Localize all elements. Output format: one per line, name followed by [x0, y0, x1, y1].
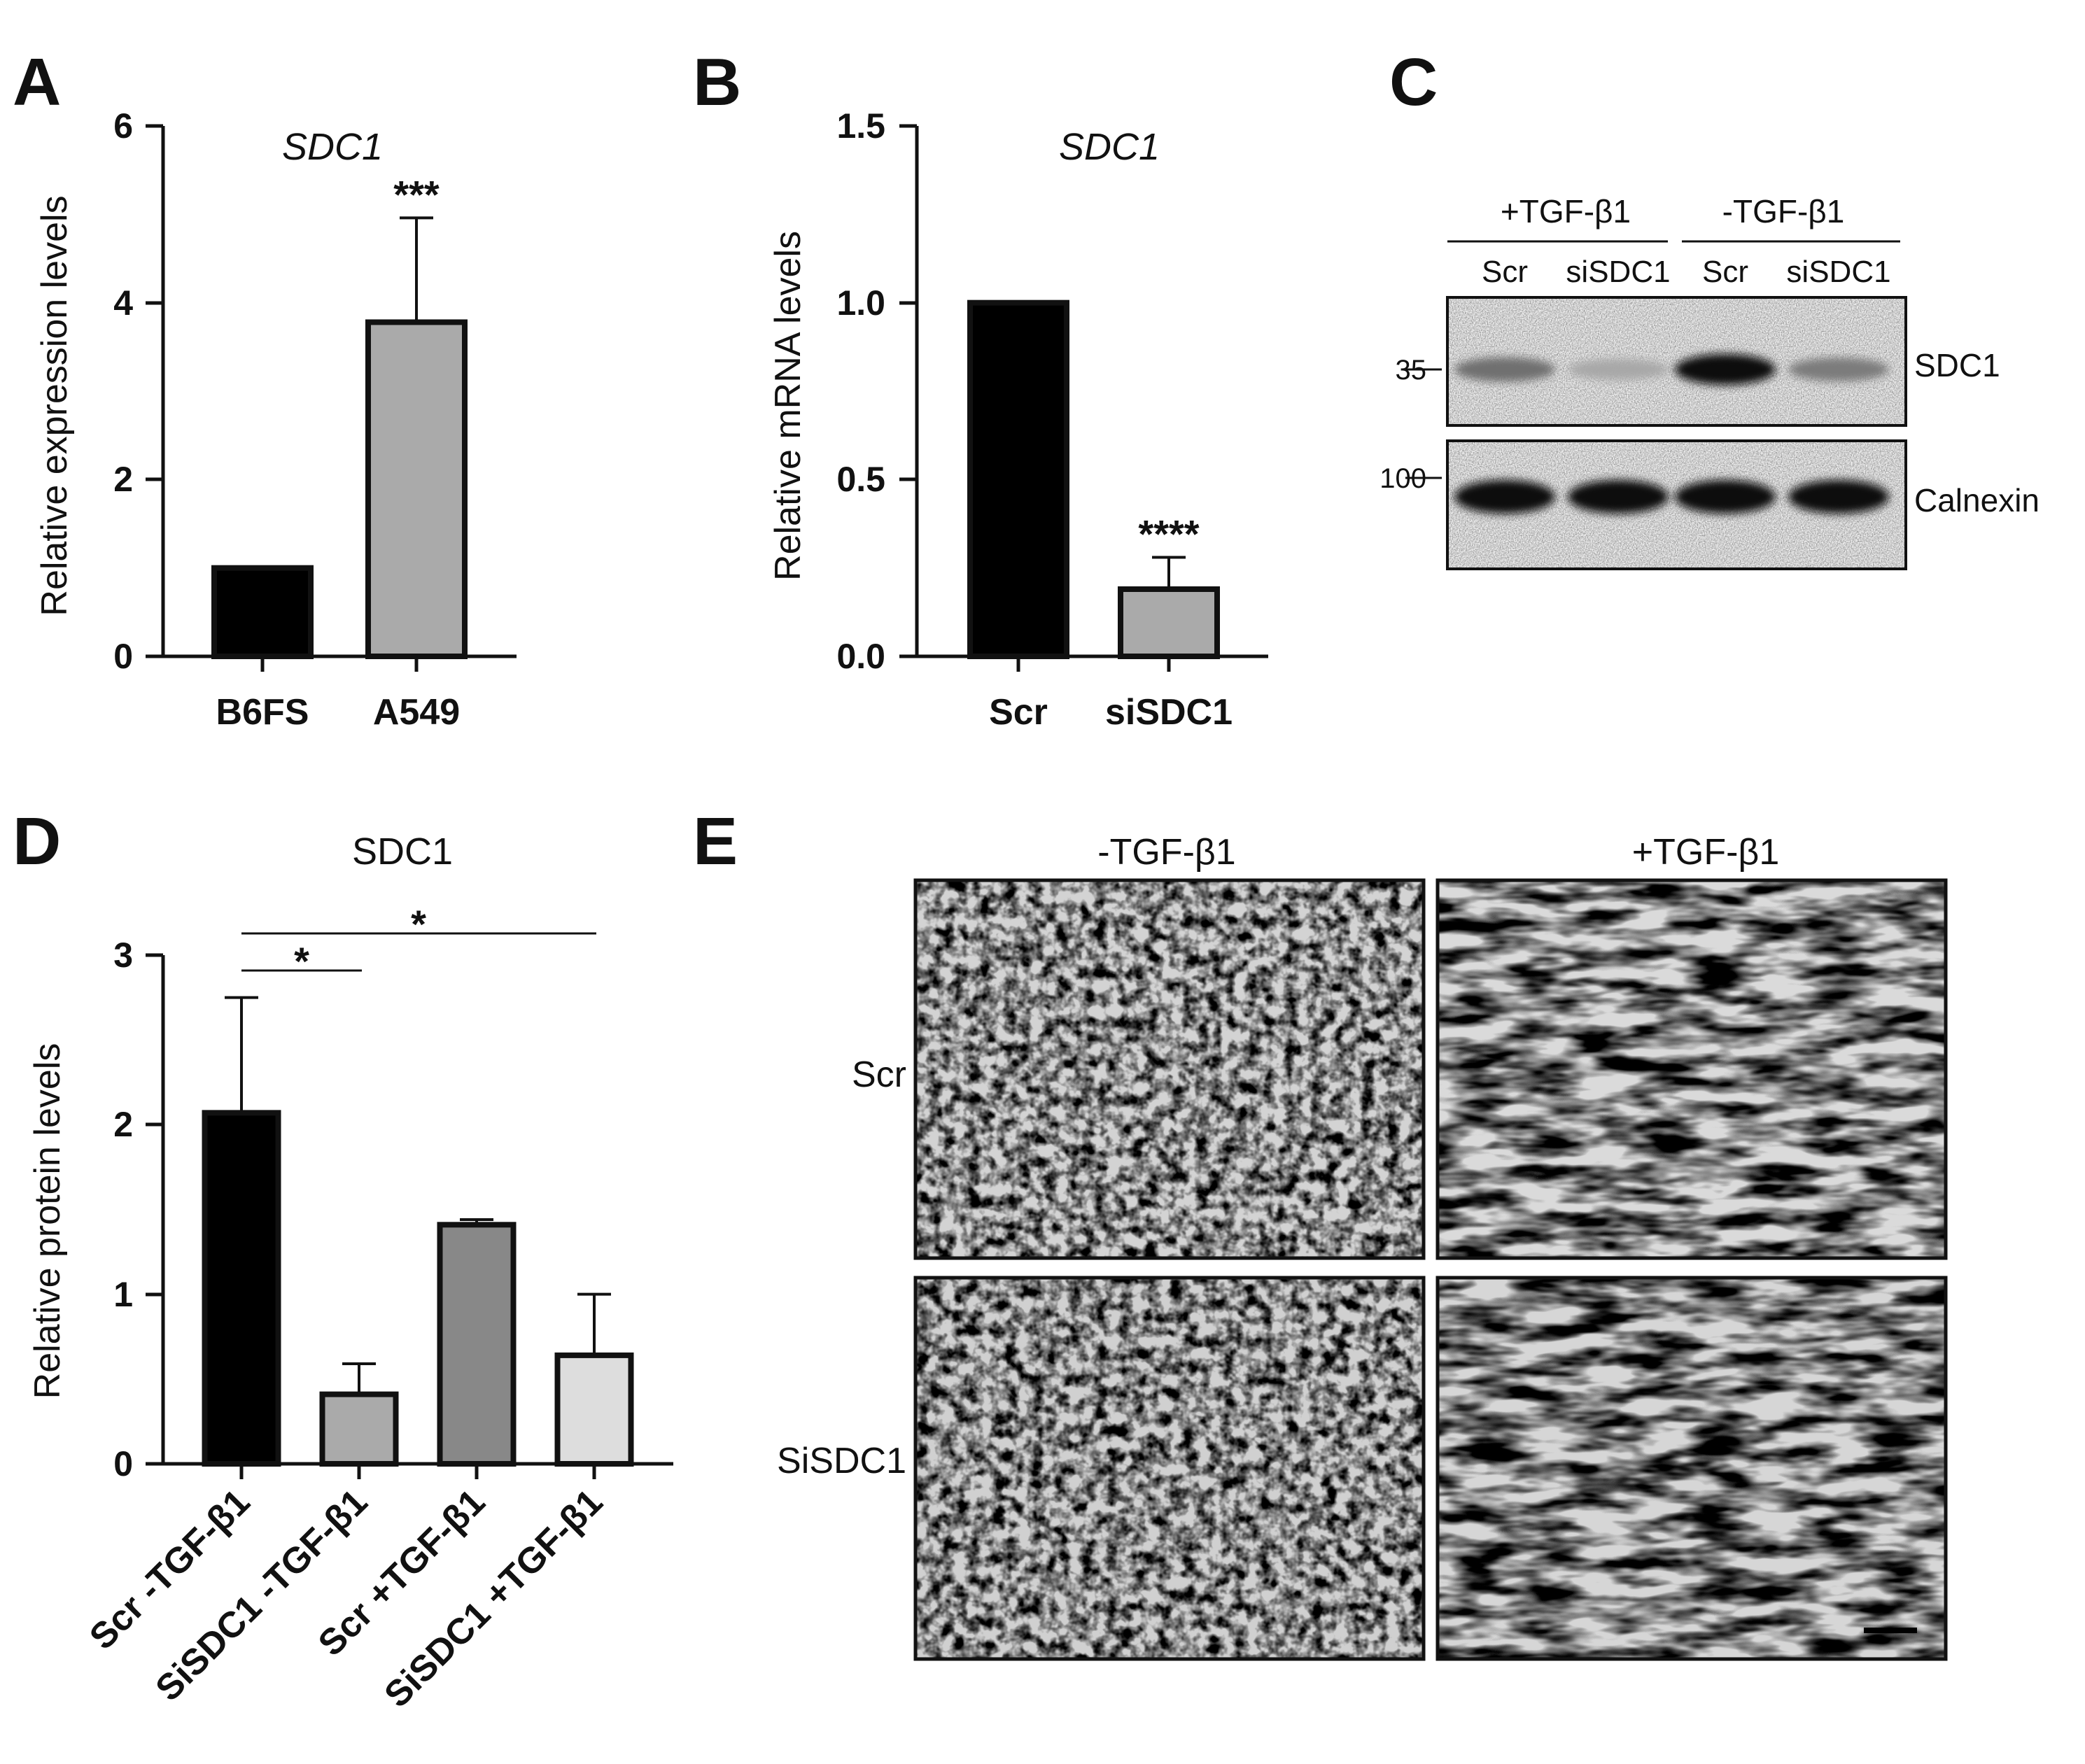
protein-label: SDC1	[1914, 347, 2000, 383]
category-label: Scr	[989, 692, 1048, 733]
treatment-group-label: +TGF-β1	[1501, 193, 1631, 230]
micrograph-sisdc1-minus-tgf	[913, 1276, 1426, 1661]
protein-band	[1788, 480, 1889, 514]
bar-series: ****	[967, 299, 1220, 660]
panel-c: C +TGF-β1 -TGF-β1 Scr siSDC1 Scr siSDC1 …	[1380, 45, 2040, 570]
cell-texture	[1438, 1278, 1946, 1659]
y-tick-label: 3	[113, 936, 133, 975]
treatment-group-label: -TGF-β1	[1722, 193, 1845, 230]
y-axis-label: Relative mRNA levels	[768, 231, 808, 581]
panel-e: E -TGF-β1 +TGF-β1 Scr SiSDC1	[693, 804, 1948, 1661]
protein-band	[1454, 480, 1555, 514]
y-tick-label: 0	[113, 1444, 133, 1483]
row-label: Scr	[852, 1054, 906, 1095]
y-tick-label: 1.5	[836, 106, 885, 146]
panel-a: A SDC1 Relative expression levels 0 2 4 …	[13, 45, 517, 733]
y-tick-label: 4	[113, 283, 133, 323]
y-axis-label: Relative protein levels	[27, 1043, 68, 1399]
protein-band	[1788, 357, 1889, 382]
category-label: B6FS	[216, 692, 309, 733]
panel-d: D SDC1 Relative protein levels 0 1 2 3 S…	[13, 804, 673, 1716]
sdc1-blot-frame	[1446, 296, 1907, 427]
sdc1-bands	[1454, 354, 1889, 385]
bar	[967, 299, 1069, 659]
scale-bar	[1864, 1628, 1917, 1633]
category-label: A549	[373, 692, 460, 733]
y-tick-label: 2	[113, 460, 133, 499]
column-label: -TGF-β1	[1097, 832, 1235, 873]
lane-label: Scr	[1702, 255, 1748, 289]
micrograph-frame	[913, 1276, 1426, 1661]
chart-title: SDC1	[1059, 126, 1160, 168]
bar	[554, 1352, 634, 1467]
lane-label: siSDC1	[1566, 255, 1670, 289]
category-label: siSDC1	[1105, 692, 1233, 733]
significance-marker: *	[294, 939, 309, 983]
y-tick-label: 2	[113, 1105, 133, 1144]
cell-texture	[1438, 880, 1946, 1258]
lane-label: Scr	[1482, 255, 1528, 289]
panel-b: B SDC1 Relative mRNA levels 0.0 0.5 1.0 …	[693, 45, 1268, 733]
bar-series	[202, 996, 634, 1467]
protein-band	[1454, 357, 1555, 382]
bar	[211, 565, 314, 660]
panel-label-c: C	[1389, 45, 1438, 120]
significance-marker: *	[411, 902, 426, 946]
bar	[319, 1391, 399, 1467]
y-ticks: 0 2 4 6	[113, 106, 163, 676]
protein-band	[1675, 480, 1776, 514]
y-tick-label: 1.0	[836, 283, 885, 323]
cell-texture	[915, 880, 1424, 1258]
calnexin-bands	[1454, 480, 1889, 514]
y-axis-label: Relative expression levels	[34, 195, 75, 616]
bar-series: ***	[211, 172, 468, 660]
lane-label: siSDC1	[1786, 255, 1890, 289]
y-tick-label: 1	[113, 1275, 133, 1314]
category-label: SiSDC1 -TGF-β1	[148, 1481, 376, 1709]
micrograph-frame	[913, 878, 1426, 1260]
bar	[365, 319, 468, 659]
column-label: +TGF-β1	[1632, 832, 1780, 873]
protein-band	[1568, 480, 1669, 514]
panel-label-a: A	[13, 45, 61, 120]
bar	[202, 1110, 281, 1467]
protein-label: Calnexin	[1914, 482, 2040, 518]
panel-label-b: B	[693, 45, 741, 120]
panel-label-d: D	[13, 804, 61, 879]
significance-marker: ***	[393, 172, 440, 216]
chart-title: SDC1	[352, 831, 453, 873]
y-tick-label: 6	[113, 106, 133, 146]
calnexin-blot-frame	[1446, 439, 1907, 570]
y-tick-label: 0.0	[836, 637, 885, 676]
bar	[437, 1222, 517, 1467]
y-ticks: 0 1 2 3	[113, 936, 163, 1483]
micrograph-frame	[1435, 1276, 1948, 1661]
y-tick-label: 0	[113, 637, 133, 676]
category-label: SiSDC1 +TGF-β1	[377, 1481, 610, 1715]
y-tick-label: 0.5	[836, 460, 885, 499]
protein-band	[1568, 358, 1669, 381]
micrograph-scr-minus-tgf	[913, 878, 1426, 1260]
y-ticks: 0.0 0.5 1.0 1.5	[836, 106, 917, 676]
micrograph-scr-plus-tgf	[1435, 878, 1948, 1260]
protein-band	[1675, 354, 1776, 385]
chart-title: SDC1	[282, 126, 383, 168]
cell-texture	[915, 1278, 1424, 1659]
micrograph-sisdc1-plus-tgf	[1435, 1276, 1948, 1661]
panel-label-e: E	[693, 804, 738, 879]
row-label: SiSDC1	[777, 1441, 906, 1481]
bar	[1118, 586, 1220, 660]
significance-marker: ****	[1138, 512, 1199, 556]
micrograph-frame	[1435, 878, 1948, 1260]
